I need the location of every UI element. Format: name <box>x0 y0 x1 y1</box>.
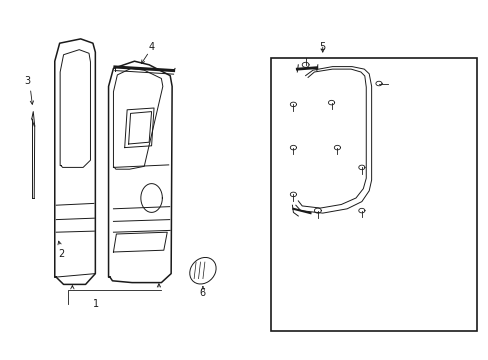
Text: 1: 1 <box>93 299 99 309</box>
Ellipse shape <box>189 257 216 284</box>
Text: 6: 6 <box>200 288 205 298</box>
Text: 3: 3 <box>24 76 30 86</box>
Text: 2: 2 <box>58 249 64 259</box>
Text: 4: 4 <box>148 42 154 52</box>
Bar <box>271 58 476 331</box>
Text: 5: 5 <box>319 42 325 52</box>
